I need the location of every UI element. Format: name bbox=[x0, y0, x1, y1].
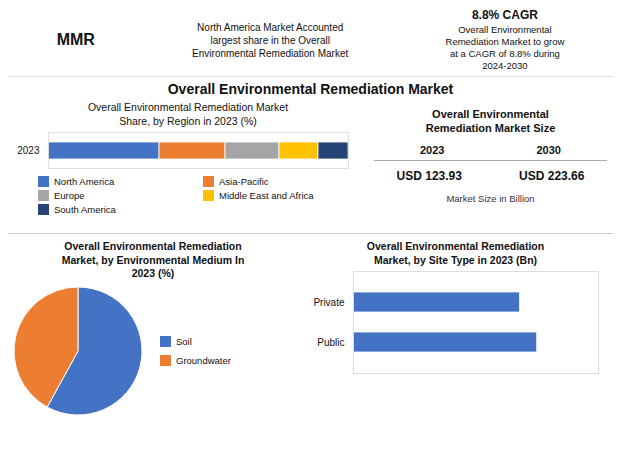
html-text:Europe: Europe bbox=[54, 190, 85, 202]
html-text:Asia-Pacific: Asia-Pacific bbox=[219, 176, 269, 188]
html-text:North America Market Accounted: North America Market Accounted largest s… bbox=[192, 21, 349, 59]
svg-text:Private: Private bbox=[313, 297, 345, 308]
html-text:Middle East and Africa: Middle East and Africa bbox=[219, 190, 314, 202]
svg-text:Public: Public bbox=[317, 337, 344, 348]
html-text:USD 123.93: USD 123.93 bbox=[396, 168, 462, 183]
html-text:Groundwater: Groundwater bbox=[176, 354, 231, 366]
html-text:8.8% CAGR: 8.8% CAGR bbox=[471, 8, 538, 23]
html-text:Overall Environmental Remediat: Overall Environmental Remediation Market bbox=[167, 81, 454, 97]
html-text:Overall Environmental Remediat: Overall Environmental Remediation Market… bbox=[425, 108, 556, 135]
html-text:2030: 2030 bbox=[536, 143, 561, 156]
html-text:Market Size in Billion: Market Size in Billion bbox=[446, 192, 535, 204]
html-text:South America: South America bbox=[54, 204, 116, 216]
html-text:USD 223.66: USD 223.66 bbox=[519, 168, 585, 183]
html-text:MMR: MMR bbox=[56, 31, 95, 48]
html-text:2023: 2023 bbox=[420, 143, 445, 156]
html-text:Soil: Soil bbox=[176, 335, 192, 347]
html-text:Overall Environmental Remediat: Overall Environmental Remediation Market… bbox=[445, 24, 565, 71]
html-text:Overall Environmental Remediat: Overall Environmental Remediation Market… bbox=[366, 240, 545, 266]
html-text:North America: North America bbox=[54, 176, 115, 188]
svg-text:2023: 2023 bbox=[17, 145, 40, 156]
html-text:Overall Environmental Remediat: Overall Environmental Remediation Market… bbox=[87, 101, 289, 127]
html-text:Overall Environmental Remediat: Overall Environmental Remediation Market… bbox=[61, 240, 245, 280]
